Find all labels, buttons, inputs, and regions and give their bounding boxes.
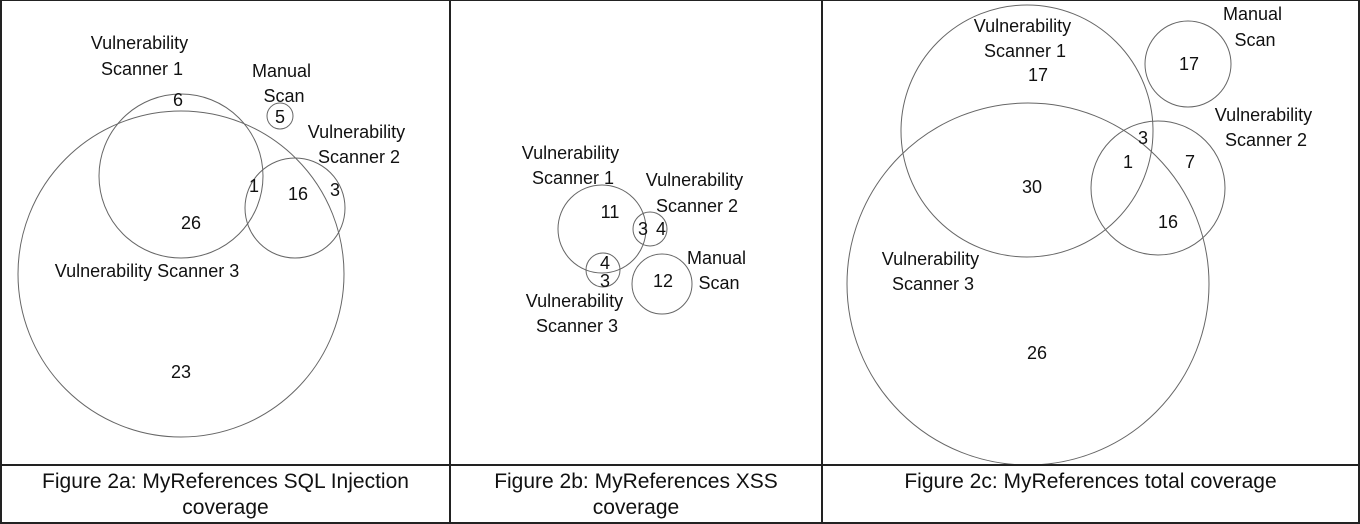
caption-line: Figure 2c: MyReferences total coverage bbox=[904, 470, 1277, 493]
count-manual-only: 5 bbox=[275, 107, 285, 127]
venn-figure-2c: Vulnerability Scanner 1 Manual Scan Vuln… bbox=[846, 4, 1317, 464]
caption-line: Figure 2b: MyReferences XSS bbox=[494, 470, 778, 493]
label-vulnerability-scanner-3: Vulnerability Scanner 3 bbox=[882, 249, 984, 294]
count-vs2-only: 4 bbox=[656, 219, 666, 239]
label-manual-scan: Manual Scan bbox=[687, 248, 751, 293]
count-vs1-vs2: 3 bbox=[1138, 128, 1148, 148]
count-vs1-only: 17 bbox=[1028, 65, 1048, 85]
count-vs1-vs3: 4 bbox=[600, 253, 610, 273]
caption-line: Figure 2a: MyReferences SQL Injection bbox=[42, 470, 409, 493]
caption-figure-2b: Figure 2b: MyReferences XSS coverage bbox=[451, 466, 821, 522]
circle-manual-scan bbox=[631, 253, 693, 315]
count-vs2-only: 7 bbox=[1185, 152, 1195, 172]
count-vs3-only: 26 bbox=[1027, 343, 1047, 363]
circle-vulnerability-scanner-1 bbox=[98, 93, 264, 259]
venn-figure-2a: Vulnerability Scanner 1 Manual Scan Vuln… bbox=[17, 33, 410, 438]
circle-vulnerability-scanner-2 bbox=[1090, 120, 1226, 256]
count-vs3-only: 3 bbox=[600, 271, 610, 291]
count-vs1-only: 11 bbox=[601, 202, 620, 222]
circle-vulnerability-scanner-2 bbox=[632, 211, 668, 247]
caption-separator bbox=[0, 464, 1360, 466]
circle-vulnerability-scanner-3 bbox=[585, 252, 621, 288]
divider-2 bbox=[821, 0, 823, 524]
circle-vulnerability-scanner-1 bbox=[900, 4, 1154, 258]
count-vs1-vs3: 26 bbox=[181, 213, 201, 233]
count-vs2-vs3: 16 bbox=[1158, 212, 1178, 232]
count-manual-only: 12 bbox=[653, 271, 673, 291]
divider-1 bbox=[449, 0, 451, 524]
label-vulnerability-scanner-2: Vulnerability Scanner 2 bbox=[308, 122, 410, 167]
label-manual-scan: Manual Scan bbox=[252, 61, 316, 106]
frame-top bbox=[0, 0, 1360, 1]
caption-line: coverage bbox=[592, 496, 680, 519]
circle-manual-scan bbox=[1144, 20, 1232, 108]
venn-figure-2b: Vulnerability Scanner 1 Vulnerability Sc… bbox=[522, 143, 751, 336]
circle-manual-scan bbox=[266, 102, 294, 130]
caption-figure-2c: Figure 2c: MyReferences total coverage bbox=[823, 466, 1358, 522]
label-vulnerability-scanner-2: Vulnerability Scanner 2 bbox=[1215, 105, 1317, 150]
count-vs1-only: 6 bbox=[173, 90, 183, 110]
count-manual-only: 17 bbox=[1179, 54, 1199, 74]
frame-right bbox=[1358, 0, 1360, 524]
label-vulnerability-scanner-3: Vulnerability Scanner 3 bbox=[526, 291, 628, 336]
frame-left bbox=[0, 0, 2, 524]
count-vs2-only: 3 bbox=[330, 180, 340, 200]
count-vs3-only: 23 bbox=[171, 362, 191, 382]
label-vulnerability-scanner-1: Vulnerability Scanner 1 bbox=[91, 33, 193, 79]
count-vs2-vs3: 16 bbox=[288, 184, 308, 204]
circle-vulnerability-scanner-1 bbox=[557, 184, 647, 274]
frame-bottom bbox=[0, 522, 1360, 524]
label-manual-scan: Manual Scan bbox=[1223, 4, 1287, 50]
label-vulnerability-scanner-1: Vulnerability Scanner 1 bbox=[522, 143, 624, 188]
circle-vulnerability-scanner-3 bbox=[17, 110, 345, 438]
circle-vulnerability-scanner-3 bbox=[846, 102, 1210, 464]
caption-figure-2a: Figure 2a: MyReferences SQL Injection co… bbox=[2, 466, 449, 522]
label-vulnerability-scanner-1: Vulnerability Scanner 1 bbox=[974, 16, 1076, 61]
count-vs1-vs3: 30 bbox=[1022, 177, 1042, 197]
label-vulnerability-scanner-3: Vulnerability Scanner 3 bbox=[55, 261, 239, 281]
caption-line: coverage bbox=[182, 496, 269, 519]
count-vs1-vs2-vs3: 1 bbox=[1123, 152, 1133, 172]
count-vs1-vs2: 3 bbox=[638, 219, 648, 239]
label-vulnerability-scanner-2: Vulnerability Scanner 2 bbox=[646, 170, 748, 216]
count-vs1-vs2-vs3: 1 bbox=[249, 176, 259, 196]
